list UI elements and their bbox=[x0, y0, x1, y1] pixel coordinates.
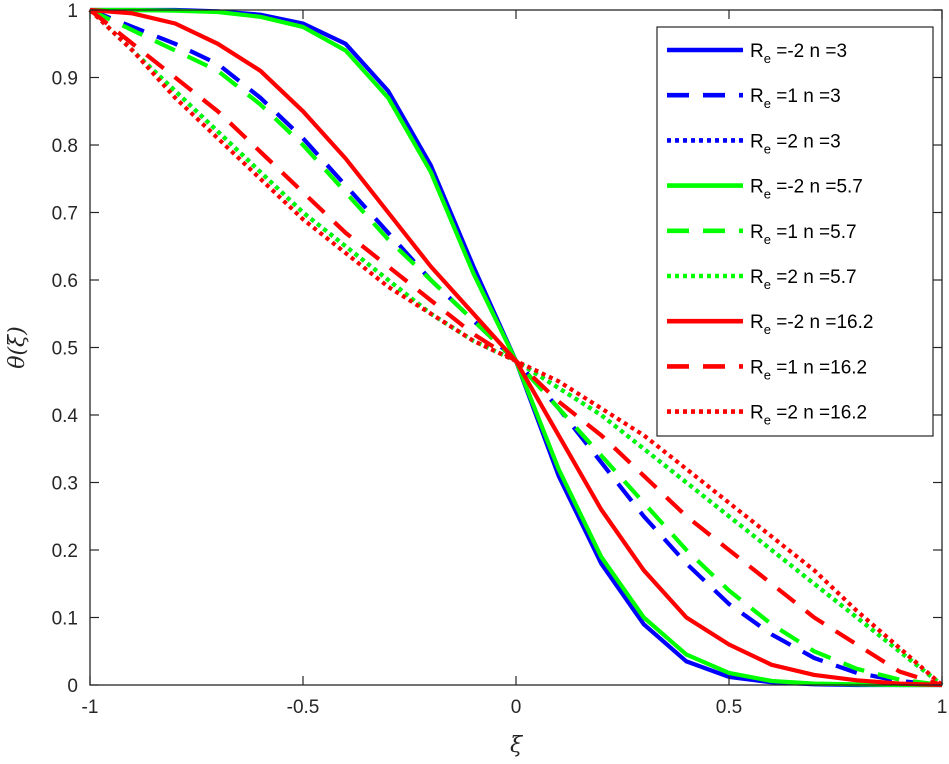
y-tick-label: 0.2 bbox=[52, 541, 78, 562]
legend-label-rest: =1 n =3 bbox=[771, 86, 841, 107]
legend-label-main: R bbox=[750, 312, 764, 333]
series-layer bbox=[88, 7, 944, 688]
y-tick-label: 0.3 bbox=[52, 474, 78, 495]
legend-label-1: Re =-2 n =3 bbox=[750, 41, 847, 66]
x-tick-label: 0.5 bbox=[716, 697, 742, 718]
legend-label-subscript: e bbox=[764, 277, 771, 292]
legend-label-main: R bbox=[750, 177, 764, 198]
legend-label-2: Re =1 n =3 bbox=[750, 86, 841, 111]
legend-label-9: Re =2 n =16.2 bbox=[750, 403, 867, 428]
legend-label-rest: =-2 n =3 bbox=[771, 41, 847, 62]
legend-label-rest: =-2 n =5.7 bbox=[771, 177, 863, 198]
legend-label-7: Re =-2 n =16.2 bbox=[750, 312, 873, 337]
x-tick-label: -0.5 bbox=[287, 697, 320, 718]
legend-label-5: Re =1 n =5.7 bbox=[750, 222, 857, 247]
legend-label-subscript: e bbox=[764, 367, 771, 382]
legend-label-3: Re =2 n =3 bbox=[750, 131, 841, 156]
x-axis-label: ξ bbox=[510, 733, 524, 758]
legend-label-8: Re =1 n =16.2 bbox=[750, 357, 867, 382]
legend-label-main: R bbox=[750, 86, 764, 107]
legend: Re =-2 n =3Re =1 n =3Re =2 n =3Re =-2 n … bbox=[656, 26, 934, 437]
legend-label-rest: =1 n =5.7 bbox=[771, 222, 857, 243]
legend-label-main: R bbox=[750, 267, 764, 288]
legend-label-rest: =2 n =16.2 bbox=[771, 403, 867, 424]
legend-label-rest: =-2 n =16.2 bbox=[771, 312, 873, 333]
legend-label-main: R bbox=[750, 403, 764, 424]
legend-label-main: R bbox=[750, 357, 764, 378]
y-tick-label: 0.7 bbox=[52, 204, 78, 225]
y-tick-label: 0.8 bbox=[52, 136, 78, 157]
tick-layer: -1 -0.5 0 0.5 1 0 0.1 0.2 0.3 0.4 0.5 0.6 0.7 0.8 0.9 1 bbox=[52, 1, 948, 718]
y-tick-label: 1 bbox=[67, 1, 78, 22]
legend-label-rest: =1 n =16.2 bbox=[771, 357, 867, 378]
x-tick-label: 1 bbox=[937, 697, 948, 718]
y-tick-label: 0.4 bbox=[52, 406, 79, 427]
series-line-9 bbox=[88, 8, 944, 687]
legend-label-rest: =2 n =3 bbox=[771, 131, 841, 152]
legend-label-subscript: e bbox=[764, 413, 771, 428]
legend-label-main: R bbox=[750, 222, 764, 243]
legend-label-subscript: e bbox=[764, 141, 771, 156]
y-axis-label: θ(ξ) bbox=[5, 326, 30, 369]
legend-label-rest: =2 n =5.7 bbox=[771, 267, 857, 288]
legend-label-main: R bbox=[750, 41, 764, 62]
y-tick-label: 0 bbox=[67, 676, 78, 697]
legend-label-subscript: e bbox=[764, 187, 771, 202]
legend-label-subscript: e bbox=[764, 51, 771, 66]
legend-label-subscript: e bbox=[764, 232, 771, 247]
legend-label-subscript: e bbox=[764, 322, 771, 337]
legend-label-main: R bbox=[750, 131, 764, 152]
x-tick-label: -1 bbox=[82, 697, 99, 718]
y-tick-label: 0.5 bbox=[52, 339, 78, 360]
x-tick-label: 0 bbox=[511, 697, 522, 718]
y-tick-label: 0.1 bbox=[52, 609, 78, 630]
legend-label-6: Re =2 n =5.7 bbox=[750, 267, 857, 292]
legend-label-4: Re =-2 n =5.7 bbox=[750, 177, 863, 202]
y-tick-label: 0.9 bbox=[52, 69, 78, 90]
legend-label-subscript: e bbox=[764, 96, 771, 111]
y-tick-label: 0.6 bbox=[52, 271, 78, 292]
